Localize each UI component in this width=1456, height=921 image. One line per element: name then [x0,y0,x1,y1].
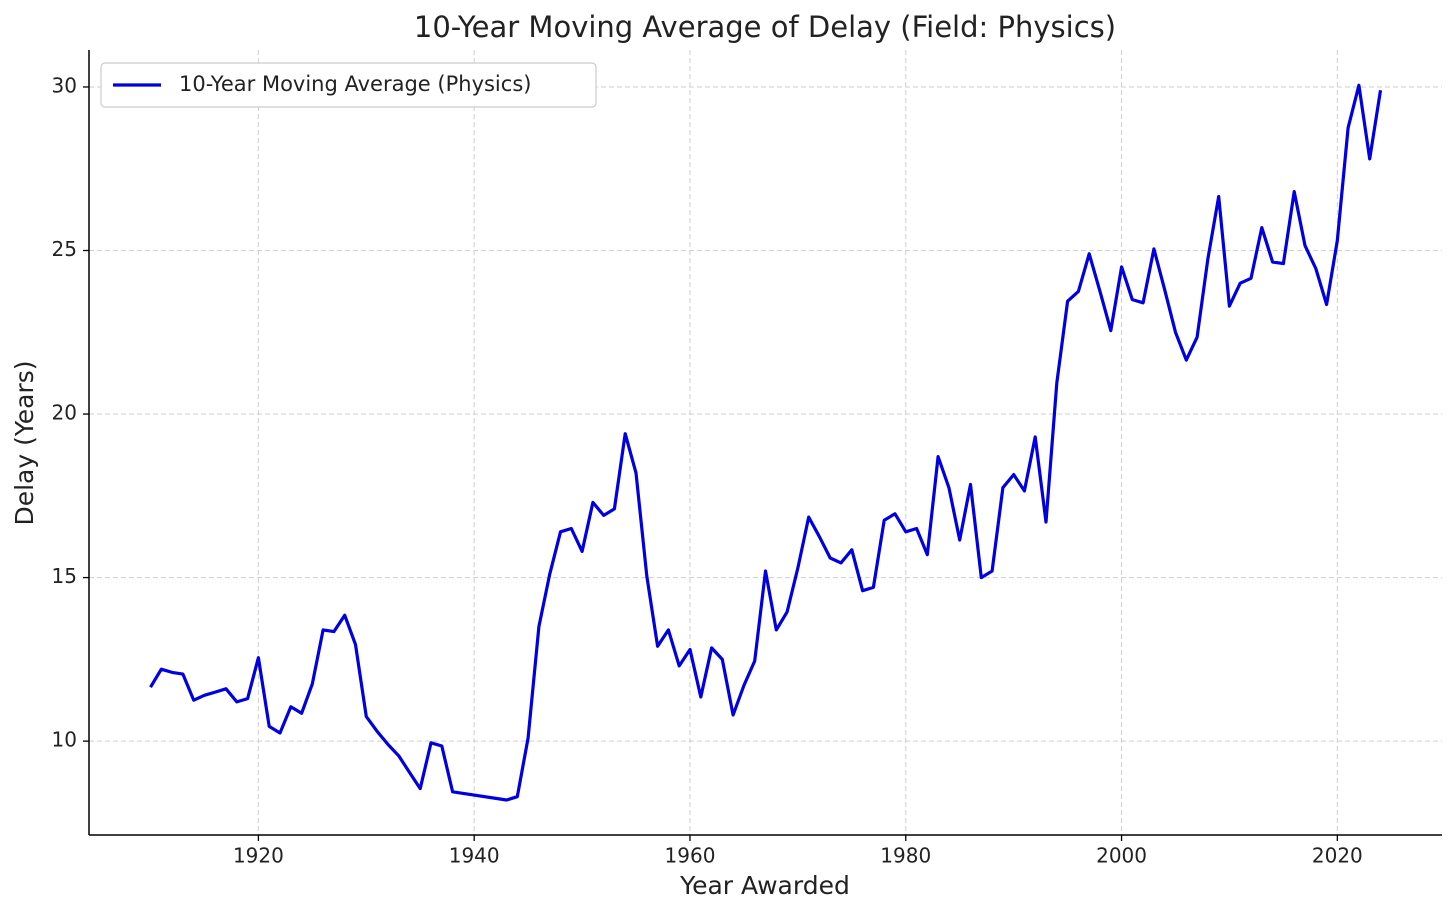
x-tick-label: 2000 [1096,844,1147,868]
y-tick-label: 25 [52,237,77,261]
x-tick-label: 2020 [1312,844,1363,868]
x-tick-label: 1960 [665,844,716,868]
x-tick-label: 1980 [880,844,931,868]
legend-box [100,62,597,108]
data-line [149,83,1383,802]
y-tick-label: 10 [52,728,77,752]
y-tick-label: 20 [52,401,77,425]
x-axis-label: Year Awarded [679,871,850,900]
x-tick-label: 1940 [449,844,500,868]
y-tick-label: 30 [52,73,77,97]
legend-label: 10-Year Moving Average (Physics) [179,72,531,96]
y-tick-label: 15 [52,564,77,588]
chart-title: 10-Year Moving Average of Delay (Field: … [414,10,1116,44]
y-axis-label: Delay (Years) [10,360,39,525]
x-tick-label: 1920 [233,844,284,868]
